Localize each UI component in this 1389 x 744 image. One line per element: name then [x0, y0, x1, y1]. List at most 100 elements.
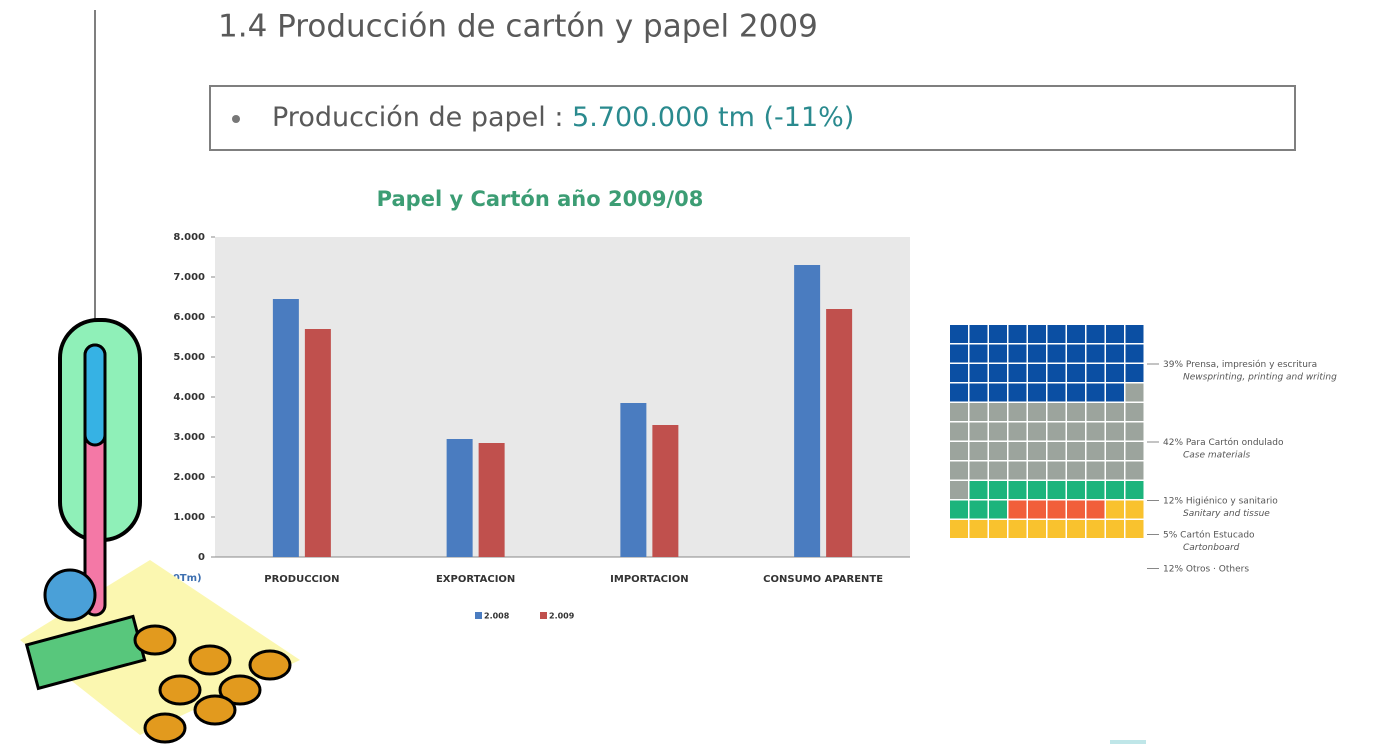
waffle-cell — [1125, 461, 1144, 480]
waffle-cell — [950, 520, 968, 538]
bullet: Producción de papel : 5.700.000 tm (-11%… — [272, 102, 854, 133]
waffle-cell — [1086, 461, 1105, 480]
waffle-cell — [1047, 500, 1066, 519]
waffle-cell — [1086, 500, 1105, 519]
waffle-cell — [989, 481, 1007, 499]
bar — [620, 403, 647, 557]
waffle-label: 5% Cartón Estucado — [1163, 529, 1255, 540]
waffle-segment — [950, 383, 1144, 499]
waffle-cell — [1106, 364, 1124, 382]
waffle-cell — [969, 520, 988, 538]
waffle-cell — [1067, 344, 1085, 363]
waffle-cell — [1125, 422, 1144, 441]
waffle-cell — [1125, 325, 1144, 343]
waffle-cell — [989, 325, 1007, 343]
waffle-cell — [1008, 500, 1027, 519]
y-tick-label: 7.000 — [173, 272, 205, 283]
waffle-cell — [1047, 364, 1066, 382]
waffle-cell — [950, 344, 968, 363]
bar — [304, 329, 331, 557]
waffle-cell — [1067, 461, 1085, 480]
waffle-cell — [950, 364, 968, 382]
waffle-cell — [1106, 325, 1124, 343]
waffle-cell — [989, 422, 1007, 441]
waffle-cell — [1067, 383, 1085, 402]
waffle-cell — [989, 364, 1007, 382]
waffle-cell — [989, 383, 1007, 402]
waffle-cell — [1067, 520, 1085, 538]
waffle-cell — [989, 442, 1007, 460]
waffle-cell — [1125, 500, 1144, 519]
waffle-cell — [1125, 383, 1144, 402]
waffle-cell — [1106, 520, 1124, 538]
waffle-cell — [989, 403, 1007, 421]
waffle-cell — [1008, 364, 1027, 382]
waffle-cell — [1067, 442, 1085, 460]
waffle-name-en: Case materials — [1183, 451, 1250, 461]
waffle-cell — [1106, 500, 1124, 519]
waffle-cell — [1106, 461, 1124, 480]
x-tick-label: CONSUMO APARENTE — [763, 574, 883, 585]
bullet-box — [209, 85, 1296, 151]
waffle-cell — [1125, 520, 1144, 538]
waffle-cell — [1067, 500, 1085, 519]
waffle-cell — [1086, 442, 1105, 460]
waffle-segment — [1008, 500, 1105, 519]
bar — [826, 309, 853, 557]
waffle-name: Para Cartón ondulado — [1186, 437, 1284, 448]
waffle-cell — [1106, 383, 1124, 402]
bullet-label: Producción de papel : — [272, 102, 563, 133]
waffle-cell — [950, 500, 968, 519]
waffle-cell — [1125, 364, 1144, 382]
waffle-percent: 39% — [1163, 360, 1183, 370]
waffle-label: 12% Otros · Others — [1163, 564, 1249, 574]
waffle-cell — [1086, 364, 1105, 382]
x-tick-label: PRODUCCION — [264, 574, 339, 585]
bullet-dot — [232, 115, 240, 123]
x-tick-label: EXPORTACION — [436, 574, 515, 585]
waffle-cell — [969, 325, 988, 343]
waffle-cell — [1067, 481, 1085, 499]
waffle-cell — [1028, 383, 1046, 402]
legend-label: 2.009 — [549, 612, 575, 621]
waffle-percent: 5% — [1163, 530, 1178, 540]
waffle-cell — [1028, 364, 1046, 382]
waffle-label: 42% Para Cartón ondulado — [1163, 437, 1284, 448]
waffle-cell — [1067, 325, 1085, 343]
bar — [794, 265, 821, 557]
waffle-cell — [1106, 403, 1124, 421]
bar — [652, 425, 679, 557]
waffle-cell — [969, 461, 988, 480]
waffle-name: Otros · Others — [1186, 564, 1249, 574]
waffle-cell — [1047, 461, 1066, 480]
waffle-cell — [969, 500, 988, 519]
waffle-segment — [950, 325, 1144, 402]
waffle-label: 39% Prensa, impresión y escritura — [1163, 359, 1317, 370]
bullet-value: 5.700.000 tm (-11%) — [572, 102, 854, 133]
waffle-cell — [969, 364, 988, 382]
waffle-cell — [1008, 520, 1027, 538]
waffle-cell — [950, 422, 968, 441]
legend-swatch — [540, 612, 547, 619]
waffle-cell — [1106, 442, 1124, 460]
waffle-cell — [1008, 383, 1027, 402]
chart-title: Papel y Cartón año 2009/08 — [377, 187, 704, 211]
waffle-cell — [1106, 344, 1124, 363]
waffle-name: Prensa, impresión y escritura — [1186, 359, 1317, 370]
x-axis-unit: (000Tm) — [154, 573, 201, 584]
waffle-cell — [1028, 481, 1046, 499]
waffle-cell — [1125, 481, 1144, 499]
y-tick-label: 6.000 — [173, 312, 205, 323]
x-tick-label: IMPORTACION — [610, 574, 688, 585]
waffle-cell — [1047, 344, 1066, 363]
y-tick-label: 8.000 — [173, 232, 205, 243]
waffle-cell — [1047, 422, 1066, 441]
waffle-percent: 12% — [1163, 496, 1183, 506]
bar — [478, 443, 505, 557]
waffle-cell — [1125, 403, 1144, 421]
waffle-cell — [989, 520, 1007, 538]
waffle-cell — [1047, 520, 1066, 538]
waffle-cell — [1028, 461, 1046, 480]
